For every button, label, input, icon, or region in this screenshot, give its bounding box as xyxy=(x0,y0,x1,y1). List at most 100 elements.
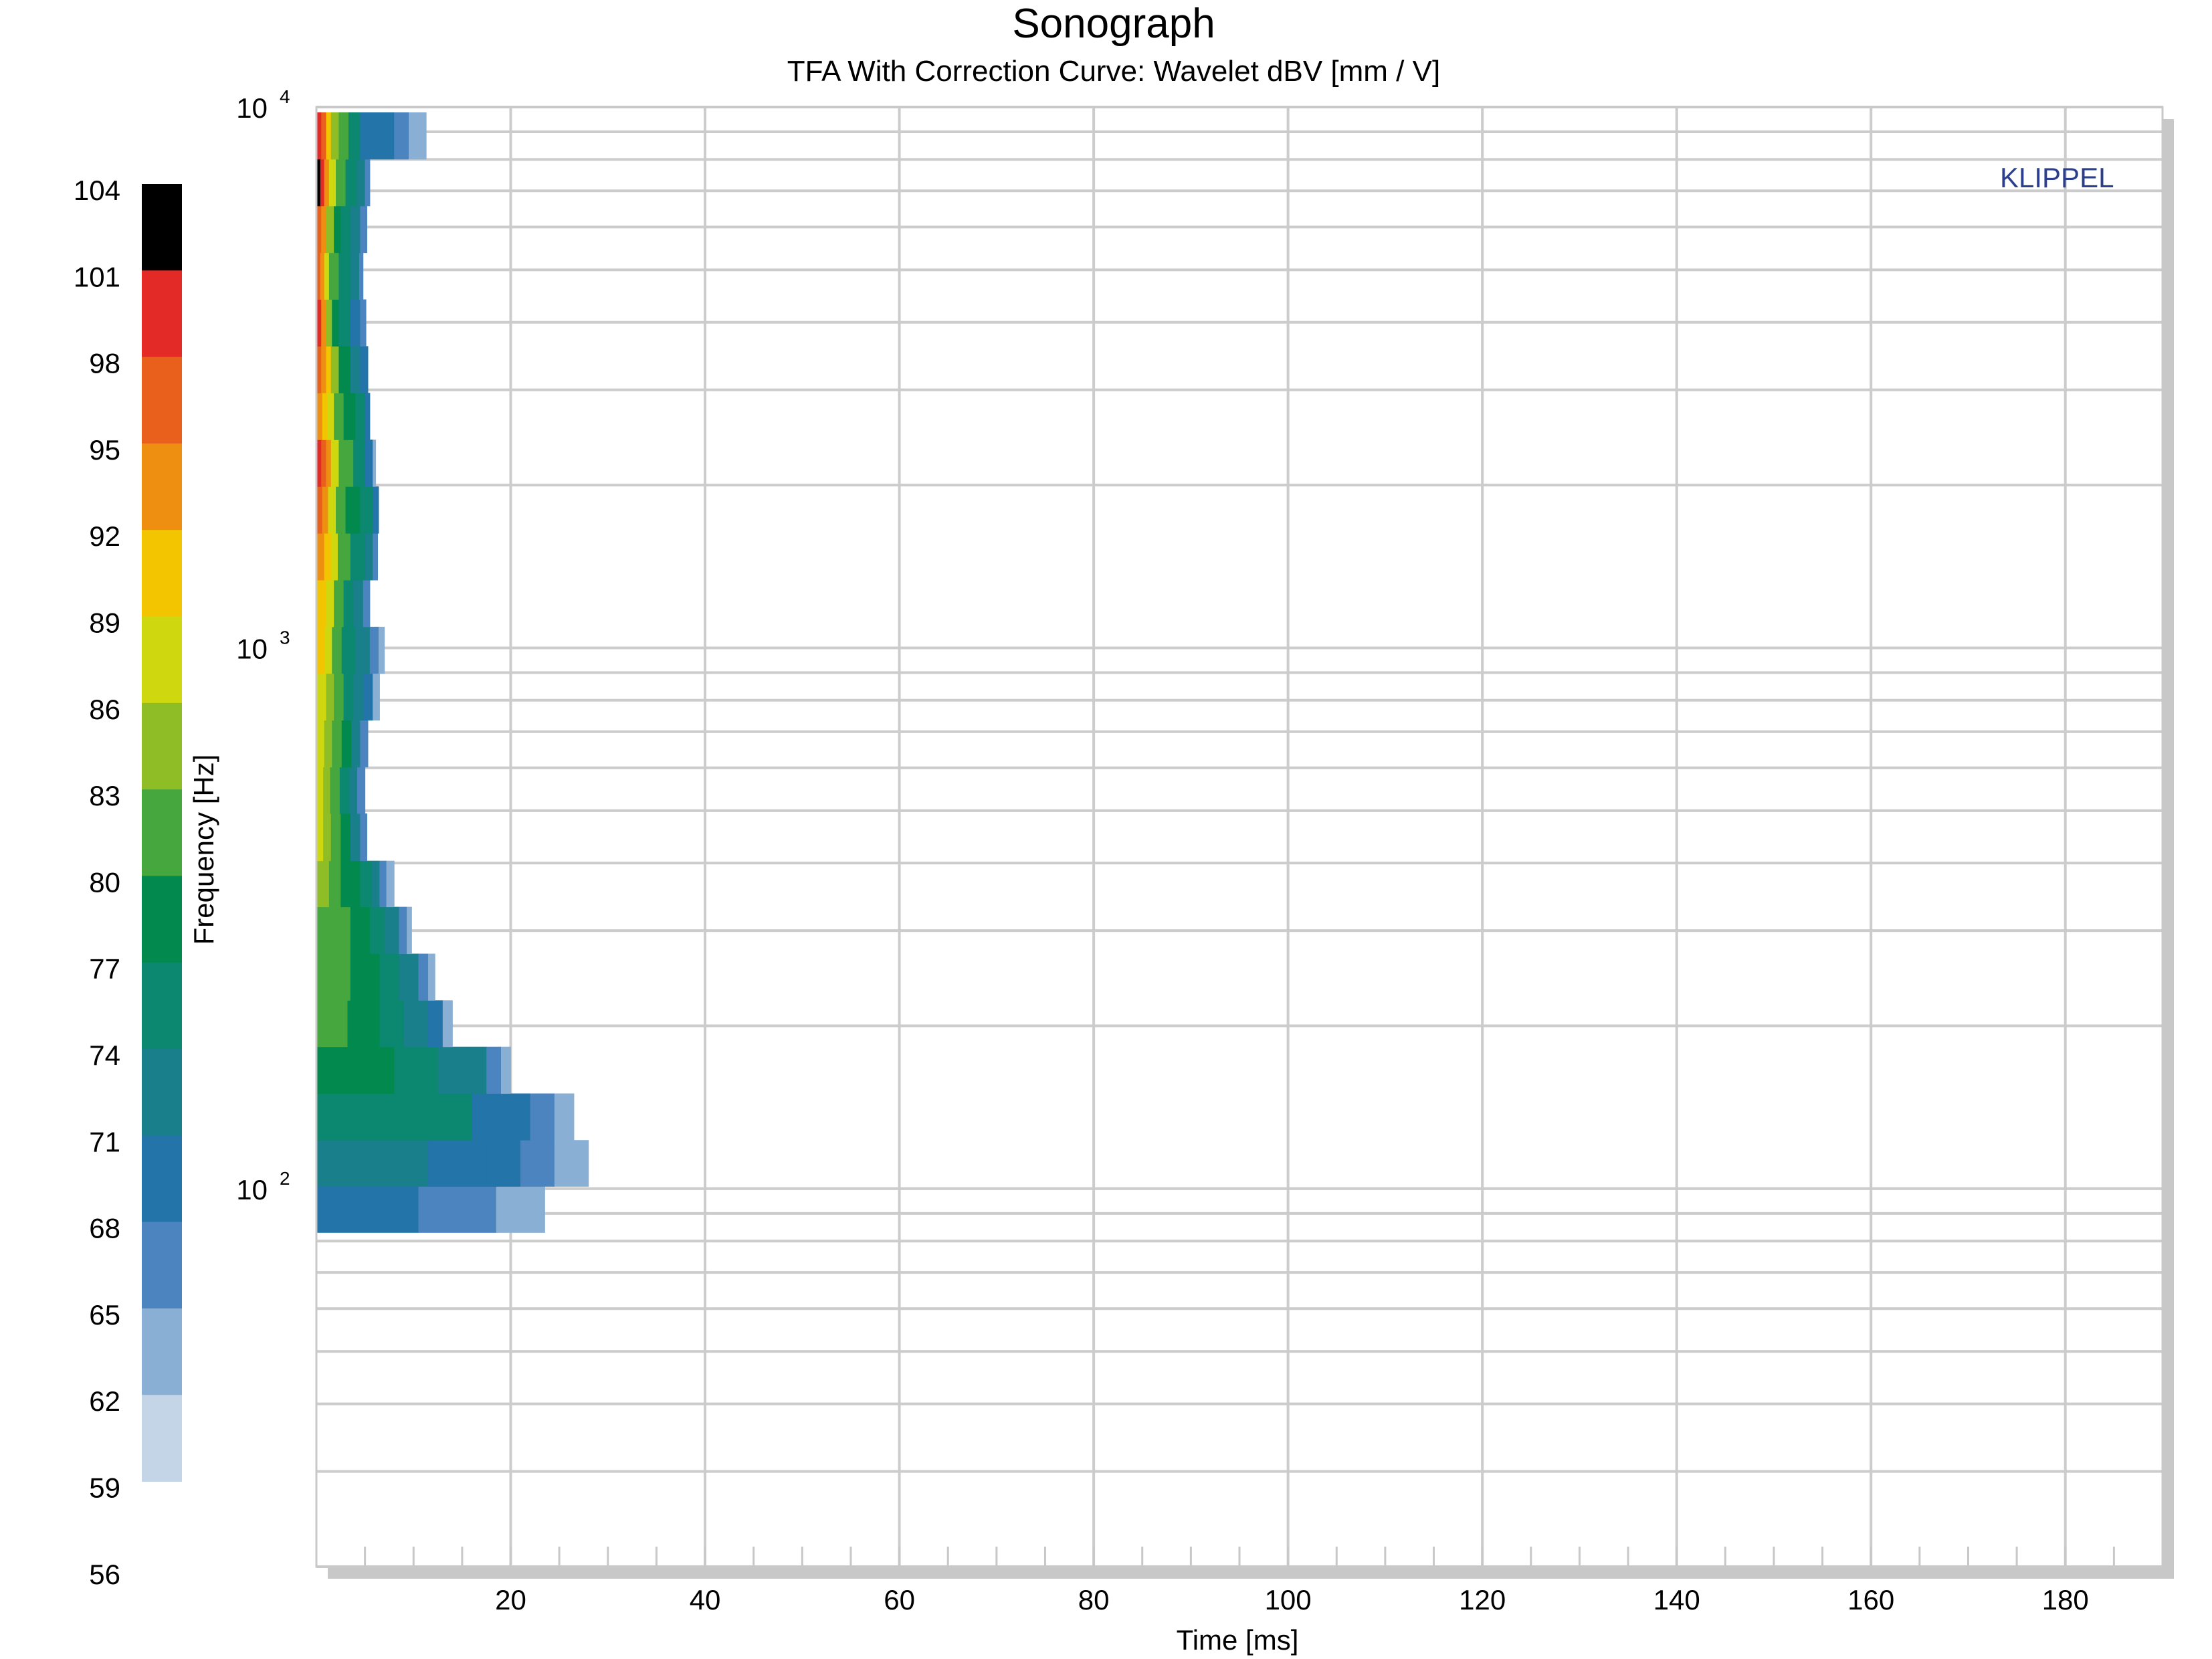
colorbar-tick-label: 101 xyxy=(74,261,120,292)
heatmap-cell xyxy=(316,953,351,1001)
x-tick-label: 40 xyxy=(690,1584,721,1616)
heatmap-cell xyxy=(330,440,339,487)
heatmap-cell xyxy=(336,159,346,207)
heatmap-cell xyxy=(350,953,380,1001)
y-axis-label: Frequency [Hz] xyxy=(188,754,219,945)
heatmap-cell xyxy=(363,580,371,627)
colorbar-tick-label: 86 xyxy=(89,694,120,725)
heatmap-cell xyxy=(324,533,332,581)
heatmap-cell xyxy=(360,112,395,160)
heatmap-cell xyxy=(350,299,361,347)
heatmap-cell xyxy=(326,346,332,393)
heatmap-cell xyxy=(316,580,327,627)
heatmap-cell xyxy=(332,720,342,768)
y-tick-label: 10 xyxy=(236,633,268,664)
heatmap-cell xyxy=(316,486,323,534)
heatmap-cell xyxy=(407,906,412,955)
heatmap-cell xyxy=(330,112,339,160)
heatmap-cell xyxy=(360,486,373,534)
chart-subtitle: TFA With Correction Curve: Wavelet dBV [… xyxy=(787,55,1441,88)
heatmap-cell xyxy=(360,860,373,908)
heatmap-cell xyxy=(321,112,327,160)
heatmap-cell xyxy=(322,393,328,440)
heatmap-cell xyxy=(348,112,361,160)
heatmap-cell xyxy=(365,533,373,581)
heatmap-cell xyxy=(316,346,322,393)
colorbar-tick-label: 95 xyxy=(89,434,120,466)
heatmap-cell xyxy=(332,626,342,674)
x-tick-label: 20 xyxy=(495,1584,526,1616)
colorbar-tick-label: 56 xyxy=(89,1559,120,1590)
heatmap-cell xyxy=(378,626,385,674)
heatmap-cell xyxy=(418,1186,497,1233)
heatmap-cell xyxy=(316,533,325,581)
x-tick-label: 80 xyxy=(1078,1584,1110,1616)
heatmap-cell xyxy=(328,486,336,534)
x-tick-label: 140 xyxy=(1653,1584,1700,1616)
heatmap-cell xyxy=(496,1186,545,1233)
colorbar-swatch xyxy=(142,184,182,271)
heatmap-cell xyxy=(332,299,339,347)
heatmap-cell xyxy=(320,252,325,300)
heatmap-cell xyxy=(340,860,361,908)
heatmap-cell xyxy=(338,440,354,487)
heatmap-cell xyxy=(357,767,366,814)
heatmap-cell xyxy=(328,860,341,908)
heatmap-cell xyxy=(343,393,356,440)
heatmap-cell xyxy=(316,1000,348,1048)
heatmap-cell xyxy=(316,673,327,721)
heatmap-cell xyxy=(350,813,361,862)
x-tick-label: 100 xyxy=(1265,1584,1312,1616)
heatmap-cell xyxy=(324,720,332,768)
heatmap-cell xyxy=(316,720,325,768)
heatmap-cell xyxy=(394,112,409,160)
colorbar-swatch xyxy=(142,357,182,444)
heatmap-cell xyxy=(369,1093,439,1141)
heatmap-cell xyxy=(357,159,366,207)
heatmap-cell xyxy=(486,1140,521,1187)
heatmap-cells xyxy=(316,112,589,1233)
heatmap-cell xyxy=(365,159,371,207)
heatmap-cell xyxy=(316,906,351,955)
heatmap-cell xyxy=(316,767,324,814)
heatmap-cell xyxy=(530,1093,555,1141)
heatmap-cell xyxy=(324,159,330,207)
heatmap-cell xyxy=(418,953,429,1001)
heatmap-cell xyxy=(323,813,332,862)
colorbar-swatch xyxy=(142,270,182,358)
heatmap-cell xyxy=(355,393,366,440)
x-axis-label: Time [ms] xyxy=(1176,1624,1299,1656)
heatmap-cell xyxy=(316,1093,371,1141)
heatmap-cell xyxy=(428,1140,487,1187)
heatmap-cell xyxy=(350,252,360,300)
heatmap-cell xyxy=(316,112,322,160)
heatmap-cell xyxy=(330,767,340,814)
heatmap-cell xyxy=(360,299,367,347)
heatmap-cell xyxy=(373,533,379,581)
heatmap-cell xyxy=(330,533,338,581)
plot-area xyxy=(316,107,2163,1567)
heatmap-cell xyxy=(428,1000,443,1048)
heatmap-cell xyxy=(316,1046,395,1094)
heatmap-cell xyxy=(442,1000,453,1048)
x-tick-label: 60 xyxy=(884,1584,915,1616)
heatmap-cell xyxy=(330,346,339,393)
heatmap-cell xyxy=(467,1046,487,1094)
colorbar-swatch xyxy=(142,1049,182,1136)
heatmap-cell xyxy=(351,720,361,768)
heatmap-cell xyxy=(338,252,351,300)
heatmap-cell xyxy=(325,626,332,674)
heatmap-cell xyxy=(379,953,399,1001)
heatmap-cell xyxy=(316,393,323,440)
chart-title: Sonograph xyxy=(1012,1,1215,47)
heatmap-cell xyxy=(334,393,344,440)
heatmap-cell xyxy=(316,1140,429,1187)
heatmap-cell xyxy=(316,1186,419,1233)
colorbar-tick-label: 80 xyxy=(89,866,120,898)
heatmap-cell xyxy=(554,1093,575,1141)
heatmap-cell xyxy=(355,626,371,674)
heatmap-cell xyxy=(360,205,368,254)
heatmap-cell xyxy=(340,813,351,862)
